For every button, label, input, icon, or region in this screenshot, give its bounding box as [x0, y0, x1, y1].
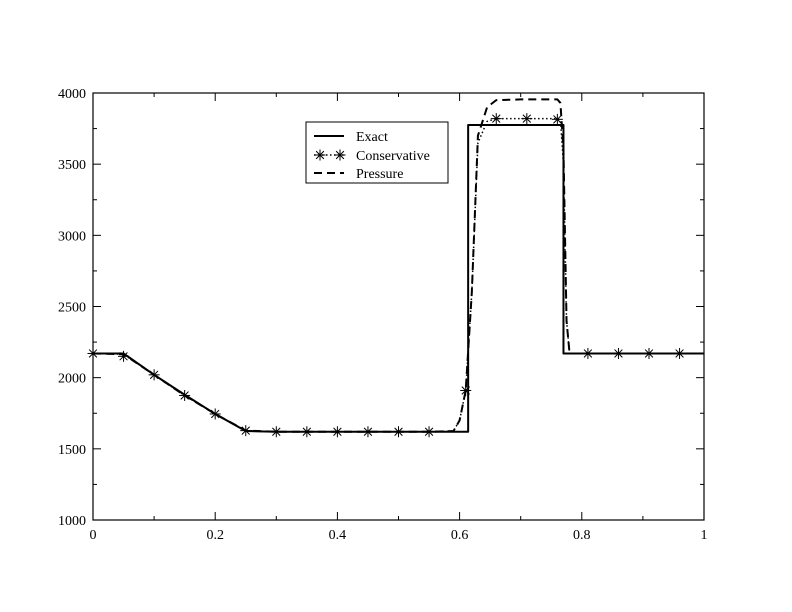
series-conservative-marker	[643, 347, 655, 359]
series-conservative-marker	[118, 350, 130, 362]
series-pressure-line	[92, 98, 704, 433]
series-layer	[87, 98, 704, 438]
legend-pressure-label: Pressure	[356, 167, 403, 182]
y-tick-label: 1000	[58, 514, 86, 529]
legend-star-glyph	[334, 149, 346, 161]
legend: Exact Conservative Pressure	[305, 121, 449, 184]
series-conservative-marker	[490, 113, 502, 125]
legend-conservative-marker-right	[334, 149, 346, 161]
series-conservative-marker	[209, 408, 221, 420]
x-tick-label: 0.6	[451, 528, 469, 543]
y-tick-label: 4000	[58, 87, 86, 102]
y-tick-label: 1500	[58, 443, 86, 458]
x-tick-label: 0.8	[573, 528, 591, 543]
x-tick-label: 0	[90, 528, 97, 543]
y-tick-label: 2000	[58, 372, 86, 387]
y-tick-label: 3500	[58, 158, 86, 173]
legend-conservative-label: Conservative	[356, 149, 430, 164]
legend-exact-label: Exact	[356, 130, 388, 145]
series-conservative-marker	[551, 113, 563, 125]
y-tick-label: 3000	[58, 229, 86, 244]
x-tick-label: 0.2	[206, 528, 224, 543]
legend-star-glyph	[314, 149, 326, 161]
legend-conservative-marker-left	[314, 149, 326, 161]
ticks-layer: 0 0.2 0.4 0.6 0.8 1 1000 1500 2000 2500 3000 3500 40…	[58, 87, 708, 543]
x-tick-label: 1	[701, 528, 708, 543]
y-tick-label: 2500	[58, 301, 86, 316]
series-conservative-marker	[521, 113, 533, 125]
x-tick-label: 0.4	[329, 528, 347, 543]
